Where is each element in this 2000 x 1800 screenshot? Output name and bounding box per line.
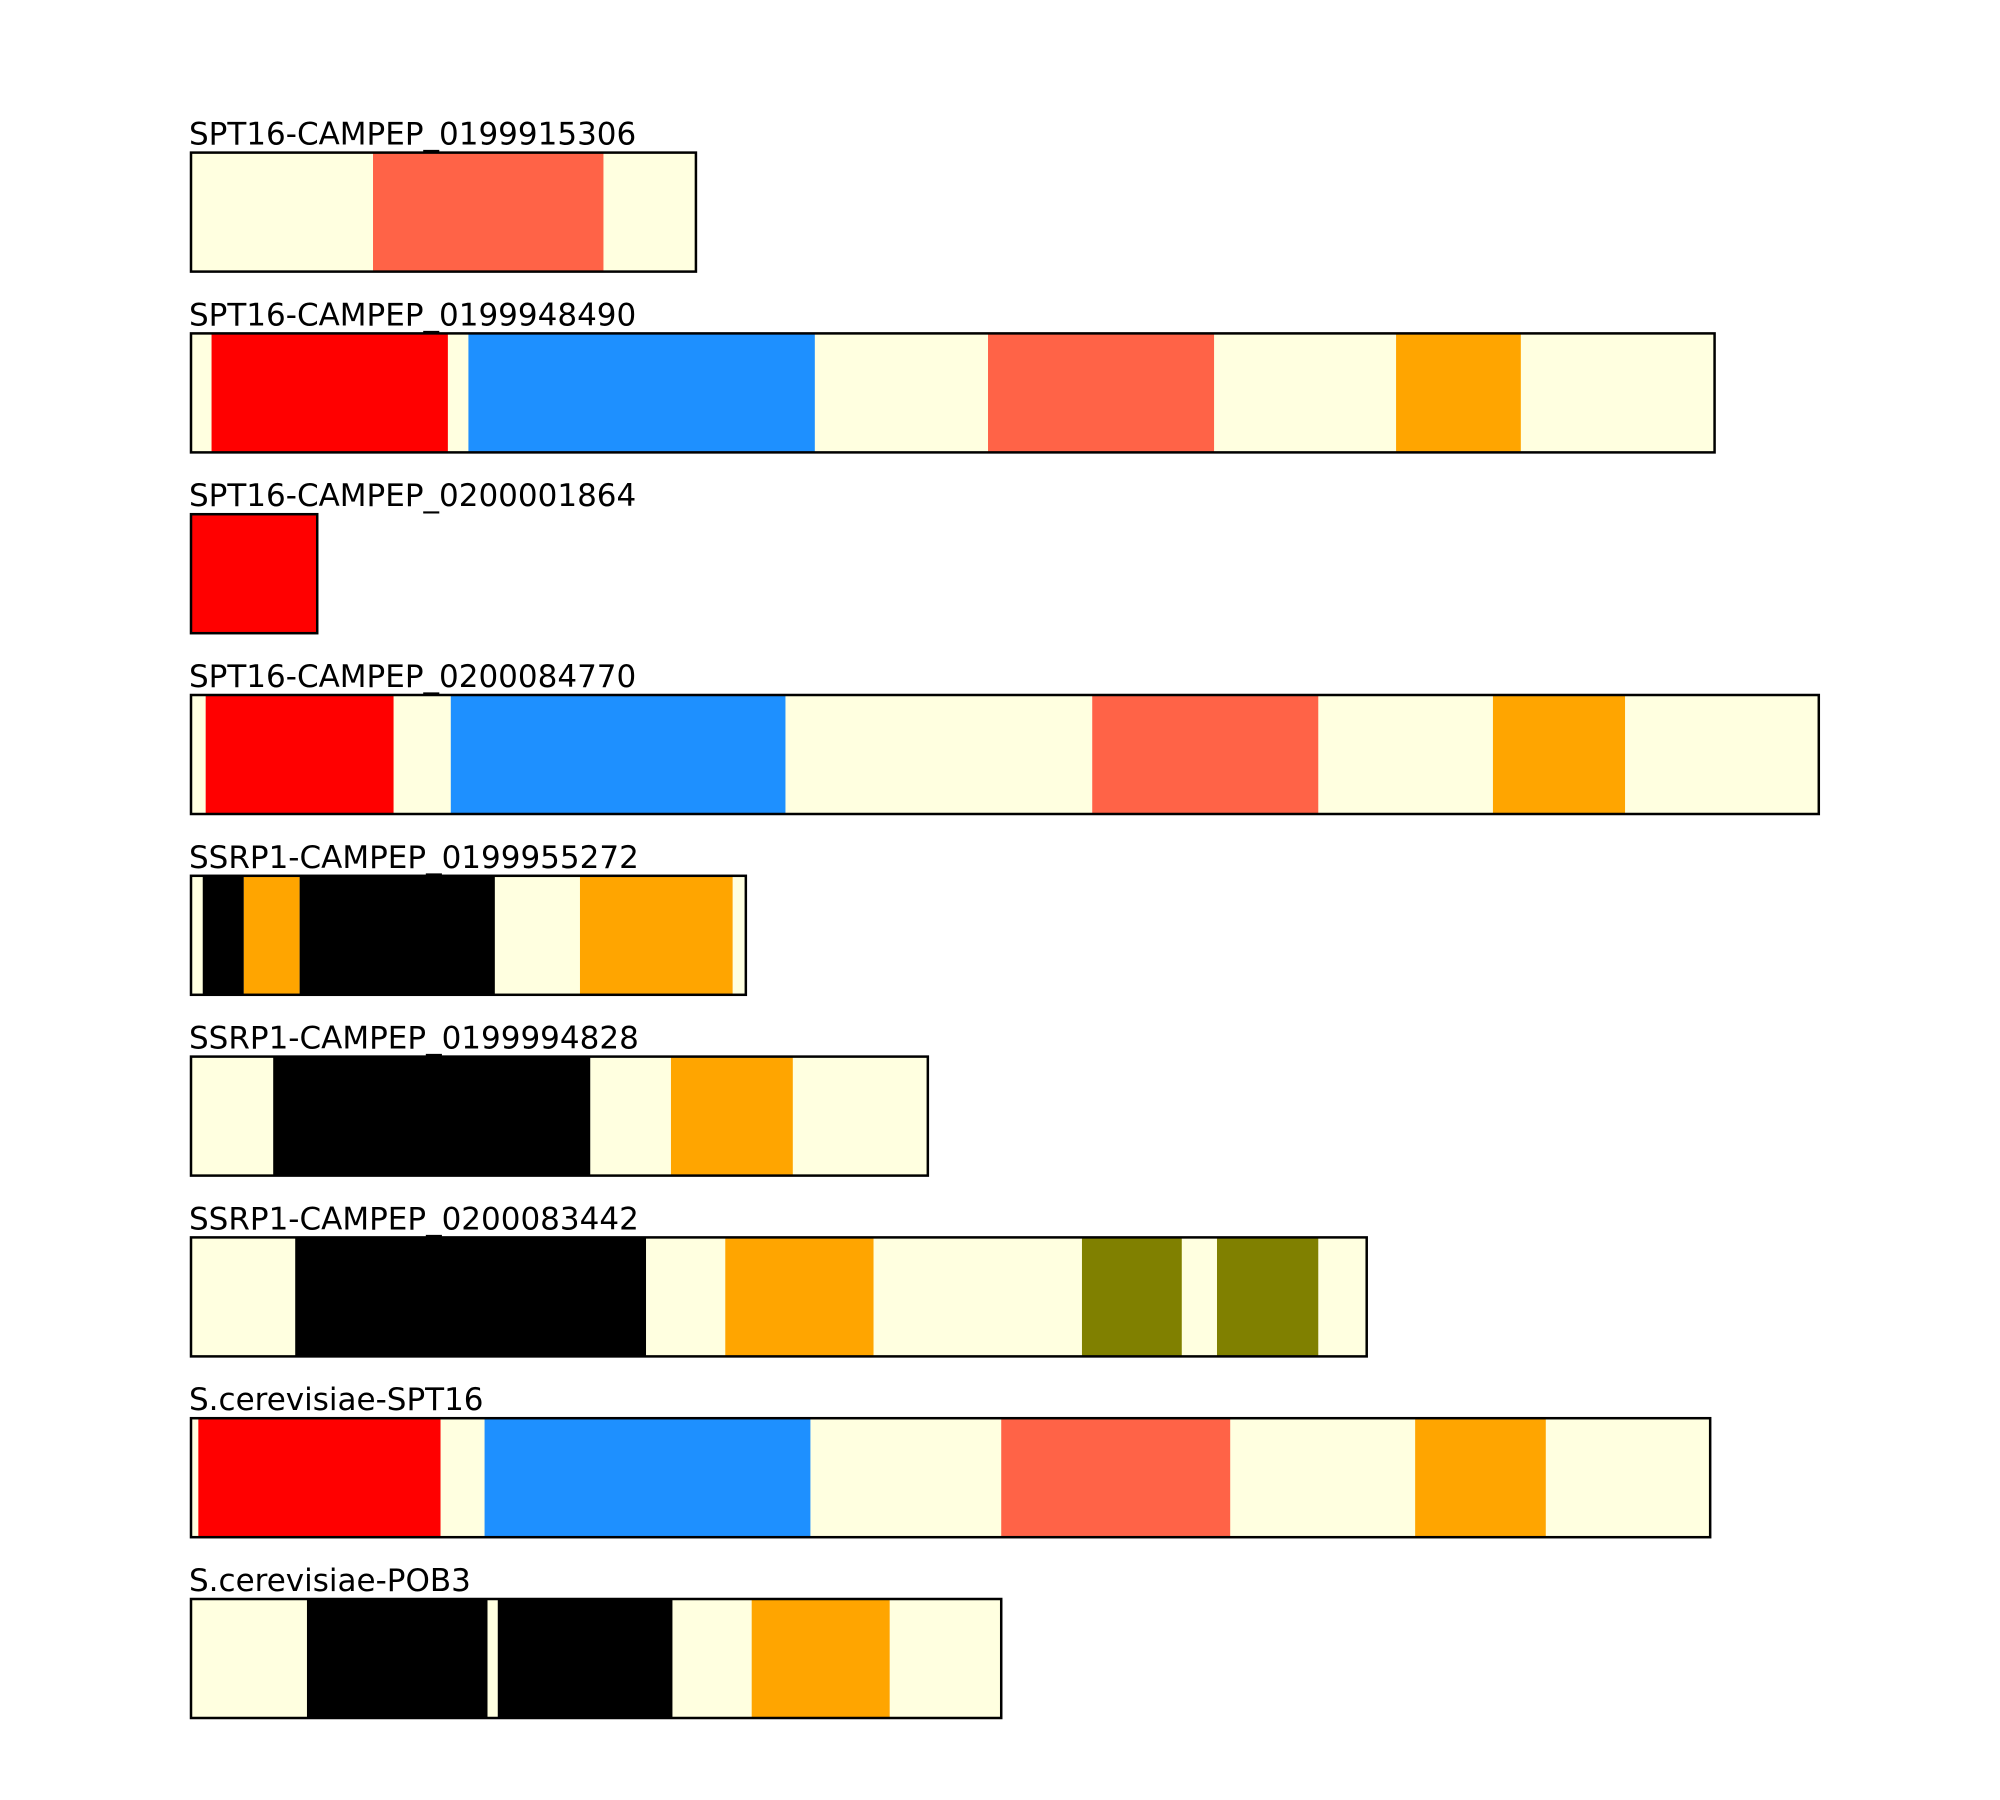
domain-blue <box>484 1418 811 1538</box>
protein-label: SPT16-CAMPEP_0199915306 <box>189 117 636 153</box>
protein-label: SPT16-CAMPEP_0200084770 <box>189 659 636 695</box>
protein-label: S.cerevisiae-SPT16 <box>189 1382 484 1418</box>
protein-outline <box>189 693 1821 816</box>
protein-outline <box>189 151 698 273</box>
protein-outline <box>189 1236 1368 1358</box>
protein-track: S.cerevisiae-POB3 <box>189 1563 1003 1720</box>
domain-red <box>211 333 448 453</box>
protein-track: SPT16-CAMPEP_0199948490 <box>189 297 1716 454</box>
domain-orange <box>243 875 300 995</box>
domain-orange <box>1396 333 1521 453</box>
domain-blue <box>468 333 815 453</box>
protein-outline <box>189 874 748 997</box>
protein-track: SPT16-CAMPEP_0200001864 <box>189 478 636 635</box>
domain-tomato <box>373 152 604 272</box>
domain-orange <box>725 1237 874 1357</box>
domain-orange <box>1415 1418 1546 1538</box>
domain-olive <box>1216 1237 1319 1357</box>
domain-orange <box>751 1599 890 1718</box>
domain-tomato <box>988 333 1215 453</box>
domain-orange <box>579 875 733 995</box>
protein-label: SSRP1-CAMPEP_0199955272 <box>189 840 639 876</box>
protein-outline <box>189 1416 1712 1539</box>
domain-red <box>191 514 318 634</box>
protein-label: S.cerevisiae-POB3 <box>189 1563 471 1599</box>
protein-outline <box>189 512 319 635</box>
protein-label: SSRP1-CAMPEP_0199994828 <box>189 1021 639 1057</box>
domain-orange <box>670 1056 793 1176</box>
protein-label: SPT16-CAMPEP_0200001864 <box>189 478 636 514</box>
domain-black <box>202 875 244 995</box>
domain-olive <box>1081 1237 1182 1357</box>
protein-track: SSRP1-CAMPEP_0199955272 <box>189 840 748 997</box>
domain-red <box>198 1418 441 1538</box>
domain-black <box>299 875 495 995</box>
protein-label: SPT16-CAMPEP_0199948490 <box>189 297 636 333</box>
domain-tomato <box>1092 695 1319 814</box>
domain-black <box>306 1599 488 1718</box>
domain-tomato <box>1001 1418 1231 1538</box>
protein-track: SPT16-CAMPEP_0200084770 <box>189 659 1821 816</box>
protein-track: SSRP1-CAMPEP_0199994828 <box>189 1021 930 1177</box>
domain-black <box>497 1599 673 1718</box>
protein-outline <box>189 332 1716 454</box>
domain-red <box>205 695 394 814</box>
protein-track: SPT16-CAMPEP_0199915306 <box>189 117 698 273</box>
protein-label: SSRP1-CAMPEP_0200083442 <box>189 1201 639 1237</box>
protein-outline <box>189 1597 1003 1720</box>
protein-track: S.cerevisiae-SPT16 <box>189 1382 1712 1539</box>
domain-black <box>273 1056 591 1176</box>
protein-track: SSRP1-CAMPEP_0200083442 <box>189 1201 1368 1358</box>
domain-black <box>295 1237 647 1357</box>
domain-blue <box>450 695 786 814</box>
domain-orange <box>1492 695 1626 814</box>
protein-outline <box>189 1055 930 1177</box>
